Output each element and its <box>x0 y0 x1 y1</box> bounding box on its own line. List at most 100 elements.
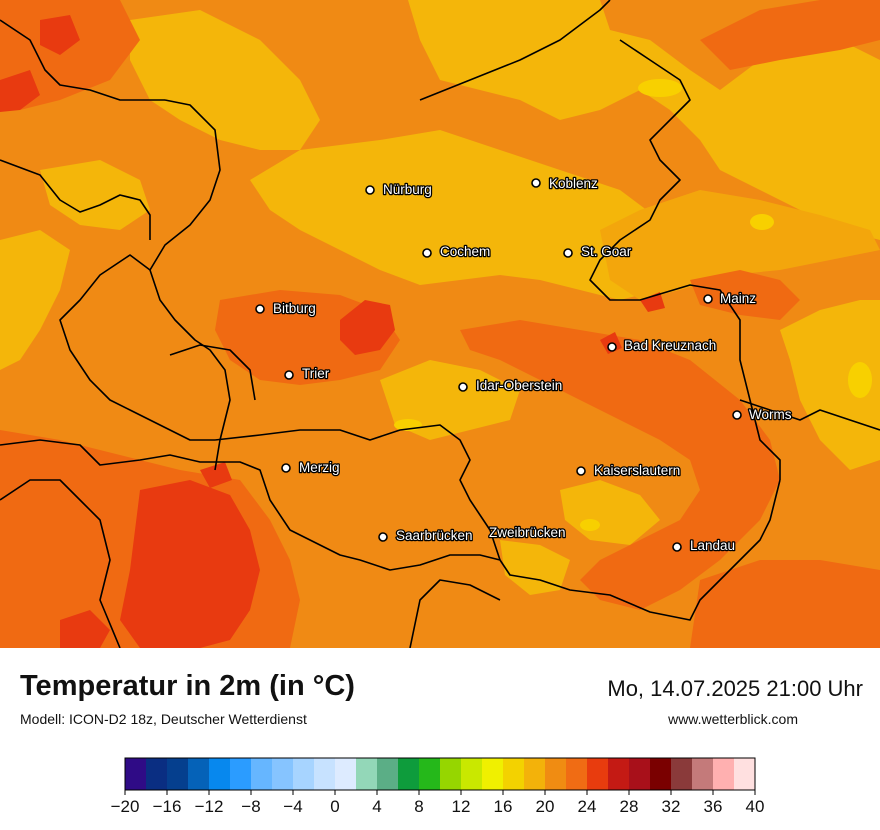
scale-swatch <box>629 758 651 790</box>
city-label: Cochem <box>440 244 490 259</box>
scale-tick-label: 8 <box>414 797 423 816</box>
city-label: Bitburg <box>273 301 316 316</box>
city-bitburg: Bitburg <box>255 300 317 317</box>
forecast-datetime: Mo, 14.07.2025 21:00 Uhr <box>607 676 863 701</box>
scale-tick-label: 40 <box>746 797 765 816</box>
city-merzig: Merzig <box>281 459 341 476</box>
scale-swatch <box>713 758 735 790</box>
scale-tick-label: 24 <box>578 797 597 816</box>
city-worms: Worms <box>732 406 793 423</box>
city-label: Trier <box>302 366 330 381</box>
scale-swatch <box>188 758 210 790</box>
city-label: Worms <box>749 407 792 422</box>
scale-tick-label: 36 <box>704 797 723 816</box>
scale-swatch <box>692 758 714 790</box>
scale-swatch <box>671 758 693 790</box>
city-markers: Nürburg Koblenz Cochem St. Goar Mainz Bi… <box>255 175 793 554</box>
scale-tick-label: 12 <box>452 797 471 816</box>
scale-tick-label: −4 <box>283 797 302 816</box>
scale-swatch <box>167 758 189 790</box>
scale-swatch <box>146 758 168 790</box>
scale-tick-label: −20 <box>111 797 140 816</box>
scale-swatch <box>335 758 357 790</box>
city-label: Saarbrücken <box>396 528 473 543</box>
border-lux-fr <box>59 254 215 441</box>
map-title: Temperatur in 2m (in °C) <box>20 670 355 702</box>
scale-swatch <box>377 758 399 790</box>
scale-tick-label: 0 <box>330 797 339 816</box>
city-saarbrucken: Saarbrücken <box>378 527 474 544</box>
border-fr-de <box>0 439 781 621</box>
border-south <box>409 579 501 648</box>
scale-swatch <box>650 758 672 790</box>
scale-swatch <box>293 758 315 790</box>
city-label: Merzig <box>299 460 340 475</box>
scale-swatches <box>125 758 756 790</box>
border-rlp-north <box>419 0 611 101</box>
temperature-map: Nürburg Koblenz Cochem St. Goar Mainz Bi… <box>0 0 880 648</box>
scale-tick-label: 20 <box>536 797 555 816</box>
city-label: Mainz <box>720 291 756 306</box>
scale-swatch <box>608 758 630 790</box>
border-saarland <box>214 424 501 561</box>
model-source: Modell: ICON-D2 18z, Deutscher Wetterdie… <box>20 711 307 727</box>
scale-tick-label: 28 <box>620 797 639 816</box>
city-label: Idar-Oberstein <box>476 378 562 393</box>
scale-swatch <box>209 758 231 790</box>
city-kaiserslautern: Kaiserslautern <box>576 462 682 479</box>
scale-swatch <box>524 758 546 790</box>
city-cochem: Cochem <box>422 243 492 260</box>
city-landau: Landau <box>672 537 736 554</box>
scale-ticks: −20 −16 −12 −8 −4 0 4 8 12 16 20 24 28 32 36 40 <box>111 790 765 816</box>
scale-swatch <box>461 758 483 790</box>
scale-tick-label: −8 <box>241 797 260 816</box>
border-rlp-east <box>589 39 781 480</box>
website-link[interactable]: www.wetterblick.com <box>668 711 798 727</box>
border-inner-west <box>169 344 256 401</box>
city-mainz: Mainz <box>703 290 758 307</box>
border-nrw-rlp <box>0 479 121 648</box>
border-lux-be <box>0 19 165 101</box>
city-bad-kreuznach: Bad Kreuznach <box>607 337 718 354</box>
scale-swatch <box>314 758 336 790</box>
city-label: Kaiserslautern <box>594 463 680 478</box>
city-st-goar: St. Goar <box>563 243 633 260</box>
city-label: Bad Kreuznach <box>624 338 716 353</box>
scale-swatch <box>482 758 504 790</box>
scale-tick-label: 32 <box>662 797 681 816</box>
scale-frame <box>124 757 756 791</box>
city-koblenz: Koblenz <box>531 175 599 192</box>
scale-swatch <box>734 758 756 790</box>
scale-swatch <box>230 758 252 790</box>
scale-swatch <box>356 758 378 790</box>
scale-swatch <box>251 758 273 790</box>
region-borders <box>0 0 880 648</box>
scale-swatch <box>398 758 420 790</box>
scale-swatch <box>566 758 588 790</box>
color-scale: −20 −16 −12 −8 −4 0 4 8 12 16 20 24 28 32 36 40 <box>111 757 765 816</box>
scale-tick-label: 4 <box>372 797 381 816</box>
city-label: Koblenz <box>549 176 598 191</box>
hot-zones <box>0 15 665 648</box>
border-hessen-bw <box>739 399 880 431</box>
scale-tick-label: −16 <box>153 797 182 816</box>
scale-tick-label: −12 <box>195 797 224 816</box>
scale-swatch <box>125 758 147 790</box>
city-label: Zweibrücken <box>489 525 566 540</box>
scale-swatch <box>272 758 294 790</box>
city-idar-oberstein: Idar-Oberstein <box>458 377 564 394</box>
scale-tick-label: 16 <box>494 797 513 816</box>
scale-swatch <box>587 758 609 790</box>
scale-swatch <box>419 758 441 790</box>
border-be-nrw <box>0 159 151 240</box>
info-panel: Temperatur in 2m (in °C) Modell: ICON-D2… <box>0 648 880 830</box>
city-trier: Trier <box>284 365 331 382</box>
city-label: Landau <box>690 538 735 553</box>
scale-swatch <box>440 758 462 790</box>
city-nurburg: Nürburg <box>365 181 433 198</box>
city-zweibrucken: Zweibrücken <box>488 524 567 542</box>
city-label: St. Goar <box>581 244 632 259</box>
city-label: Nürburg <box>383 182 432 197</box>
pale-spots <box>394 79 872 531</box>
scale-swatch <box>545 758 567 790</box>
